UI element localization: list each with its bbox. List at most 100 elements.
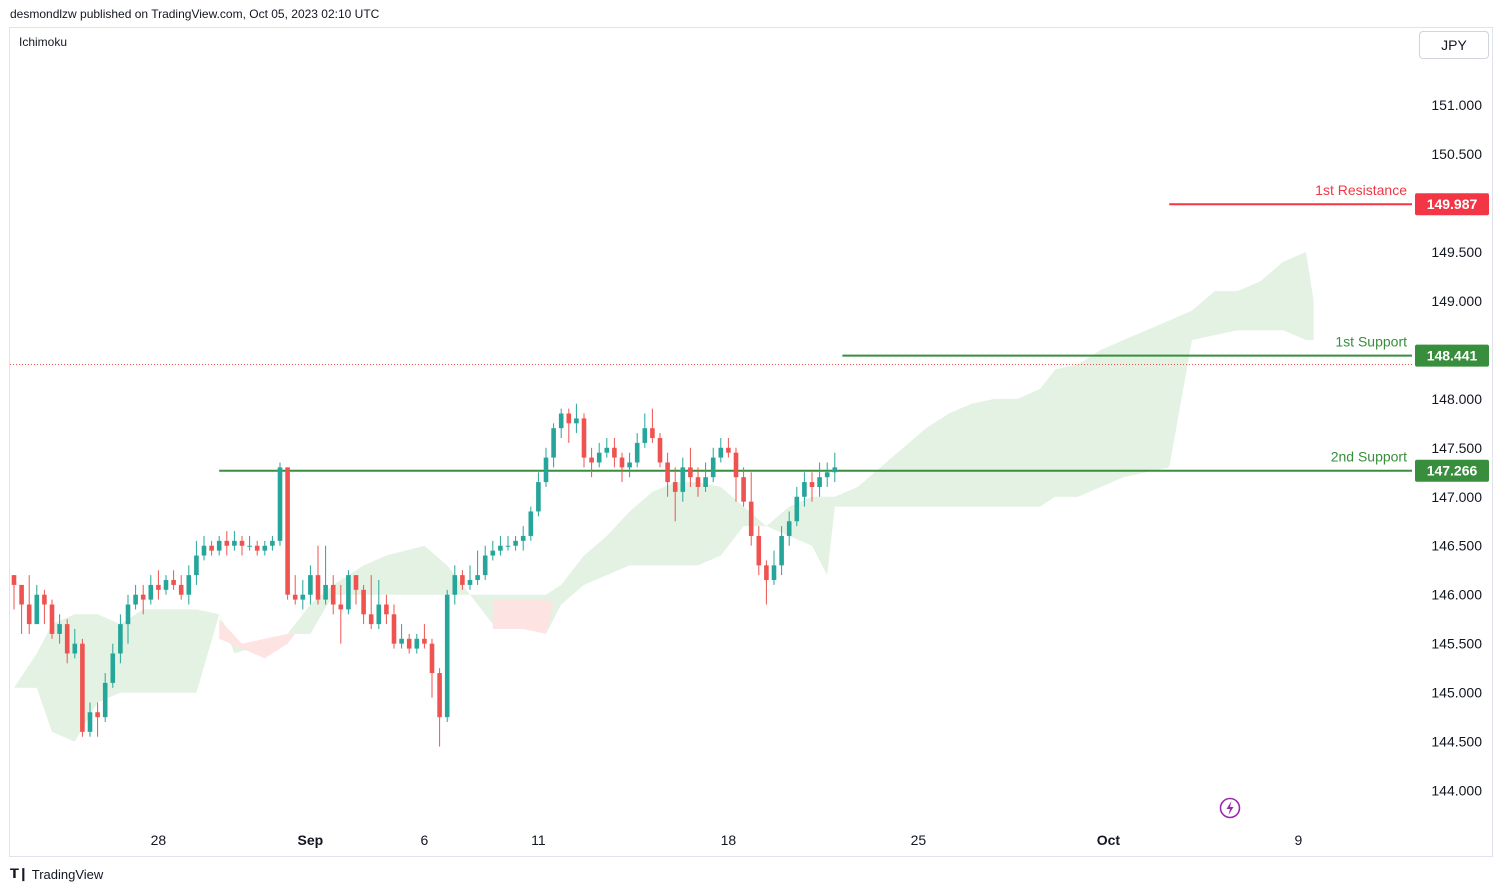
candle[interactable] bbox=[498, 535, 503, 556]
candle[interactable] bbox=[353, 575, 359, 605]
candle[interactable] bbox=[604, 438, 610, 458]
candle[interactable] bbox=[49, 599, 55, 639]
candle[interactable] bbox=[764, 560, 769, 605]
candle[interactable] bbox=[596, 442, 602, 468]
candle[interactable] bbox=[779, 526, 784, 576]
candle[interactable] bbox=[460, 570, 465, 590]
candlesticks[interactable] bbox=[11, 403, 838, 747]
candle[interactable] bbox=[118, 614, 123, 664]
candle[interactable] bbox=[422, 624, 427, 649]
candle[interactable] bbox=[186, 565, 192, 605]
candle[interactable] bbox=[832, 452, 838, 483]
candle[interactable] bbox=[771, 550, 777, 585]
alert-lightning-icon[interactable] bbox=[1219, 797, 1241, 819]
candle[interactable] bbox=[194, 540, 199, 585]
candle[interactable] bbox=[680, 457, 686, 502]
candle[interactable] bbox=[490, 540, 496, 561]
candle[interactable] bbox=[232, 531, 237, 551]
candle[interactable] bbox=[323, 545, 328, 605]
candle[interactable] bbox=[786, 511, 792, 546]
candle[interactable] bbox=[292, 575, 298, 605]
candle[interactable] bbox=[429, 638, 435, 698]
candle[interactable] bbox=[95, 702, 100, 737]
candle[interactable] bbox=[566, 408, 572, 443]
candle[interactable] bbox=[467, 565, 473, 590]
candle[interactable] bbox=[406, 633, 412, 654]
candle[interactable] bbox=[612, 438, 617, 468]
candle[interactable] bbox=[513, 535, 518, 551]
time-axis[interactable]: 28 Sep 6 11 18 25 Oct 9 bbox=[151, 832, 1303, 848]
candle[interactable] bbox=[817, 462, 822, 497]
candle[interactable] bbox=[42, 589, 47, 625]
candle[interactable] bbox=[528, 506, 534, 541]
candle[interactable] bbox=[247, 535, 252, 551]
candle[interactable] bbox=[452, 565, 458, 605]
candle[interactable] bbox=[178, 575, 184, 600]
candle[interactable] bbox=[308, 565, 313, 605]
candle[interactable] bbox=[368, 575, 374, 629]
candle[interactable] bbox=[140, 584, 146, 615]
candle[interactable] bbox=[824, 462, 830, 487]
candle[interactable] bbox=[391, 604, 397, 649]
candle[interactable] bbox=[756, 526, 762, 576]
candle[interactable] bbox=[802, 472, 807, 507]
candle[interactable] bbox=[551, 423, 556, 468]
candle[interactable] bbox=[748, 472, 754, 546]
candle[interactable] bbox=[57, 614, 62, 644]
candle[interactable] bbox=[224, 531, 230, 556]
candle[interactable] bbox=[741, 467, 746, 507]
candle[interactable] bbox=[156, 570, 161, 600]
candle[interactable] bbox=[239, 535, 245, 556]
candle[interactable] bbox=[726, 438, 731, 458]
candle[interactable] bbox=[520, 526, 526, 551]
candle[interactable] bbox=[657, 433, 663, 468]
candle[interactable] bbox=[695, 467, 701, 497]
candle[interactable] bbox=[627, 452, 632, 478]
price-axis[interactable]: 151.000 150.500 149.500 149.000 148.000 147.5… bbox=[1431, 97, 1482, 799]
candle[interactable] bbox=[315, 545, 321, 605]
candle[interactable] bbox=[330, 575, 336, 615]
candle[interactable] bbox=[270, 535, 275, 551]
candle[interactable] bbox=[718, 438, 724, 463]
candle[interactable] bbox=[277, 462, 283, 546]
candle[interactable] bbox=[338, 584, 344, 644]
currency-selector[interactable]: JPY bbox=[1419, 31, 1489, 59]
candle[interactable] bbox=[19, 584, 24, 634]
candle[interactable] bbox=[216, 535, 222, 556]
candle[interactable] bbox=[794, 486, 800, 527]
candle[interactable] bbox=[133, 584, 138, 610]
candle[interactable] bbox=[201, 535, 207, 561]
candle[interactable] bbox=[558, 408, 564, 438]
candle[interactable] bbox=[346, 570, 351, 615]
candle[interactable] bbox=[809, 472, 815, 502]
candle[interactable] bbox=[536, 472, 541, 517]
candle[interactable] bbox=[634, 433, 640, 468]
candle[interactable] bbox=[619, 452, 625, 483]
candle[interactable] bbox=[672, 467, 678, 522]
candle[interactable] bbox=[361, 584, 366, 625]
candle[interactable] bbox=[437, 668, 442, 747]
candle[interactable] bbox=[125, 594, 131, 644]
candle[interactable] bbox=[650, 408, 655, 443]
candle[interactable] bbox=[11, 575, 17, 610]
candle[interactable] bbox=[64, 619, 70, 664]
footer-logo[interactable]: 𝗧❙ TradingView bbox=[10, 866, 103, 882]
indicator-label[interactable]: Ichimoku bbox=[19, 35, 68, 49]
candle[interactable] bbox=[80, 638, 85, 737]
candle[interactable] bbox=[399, 624, 404, 649]
candle[interactable] bbox=[254, 540, 260, 556]
candle[interactable] bbox=[733, 447, 739, 502]
candle[interactable] bbox=[34, 584, 40, 625]
candle[interactable] bbox=[543, 447, 549, 487]
candle[interactable] bbox=[589, 447, 594, 478]
candle[interactable] bbox=[665, 452, 670, 497]
candle[interactable] bbox=[72, 629, 78, 659]
candle[interactable] bbox=[163, 575, 169, 595]
candle[interactable] bbox=[642, 413, 648, 448]
candle[interactable] bbox=[171, 570, 176, 590]
candle[interactable] bbox=[148, 575, 154, 605]
candle[interactable] bbox=[26, 575, 32, 634]
candle[interactable] bbox=[414, 633, 420, 654]
candle[interactable] bbox=[710, 447, 716, 483]
